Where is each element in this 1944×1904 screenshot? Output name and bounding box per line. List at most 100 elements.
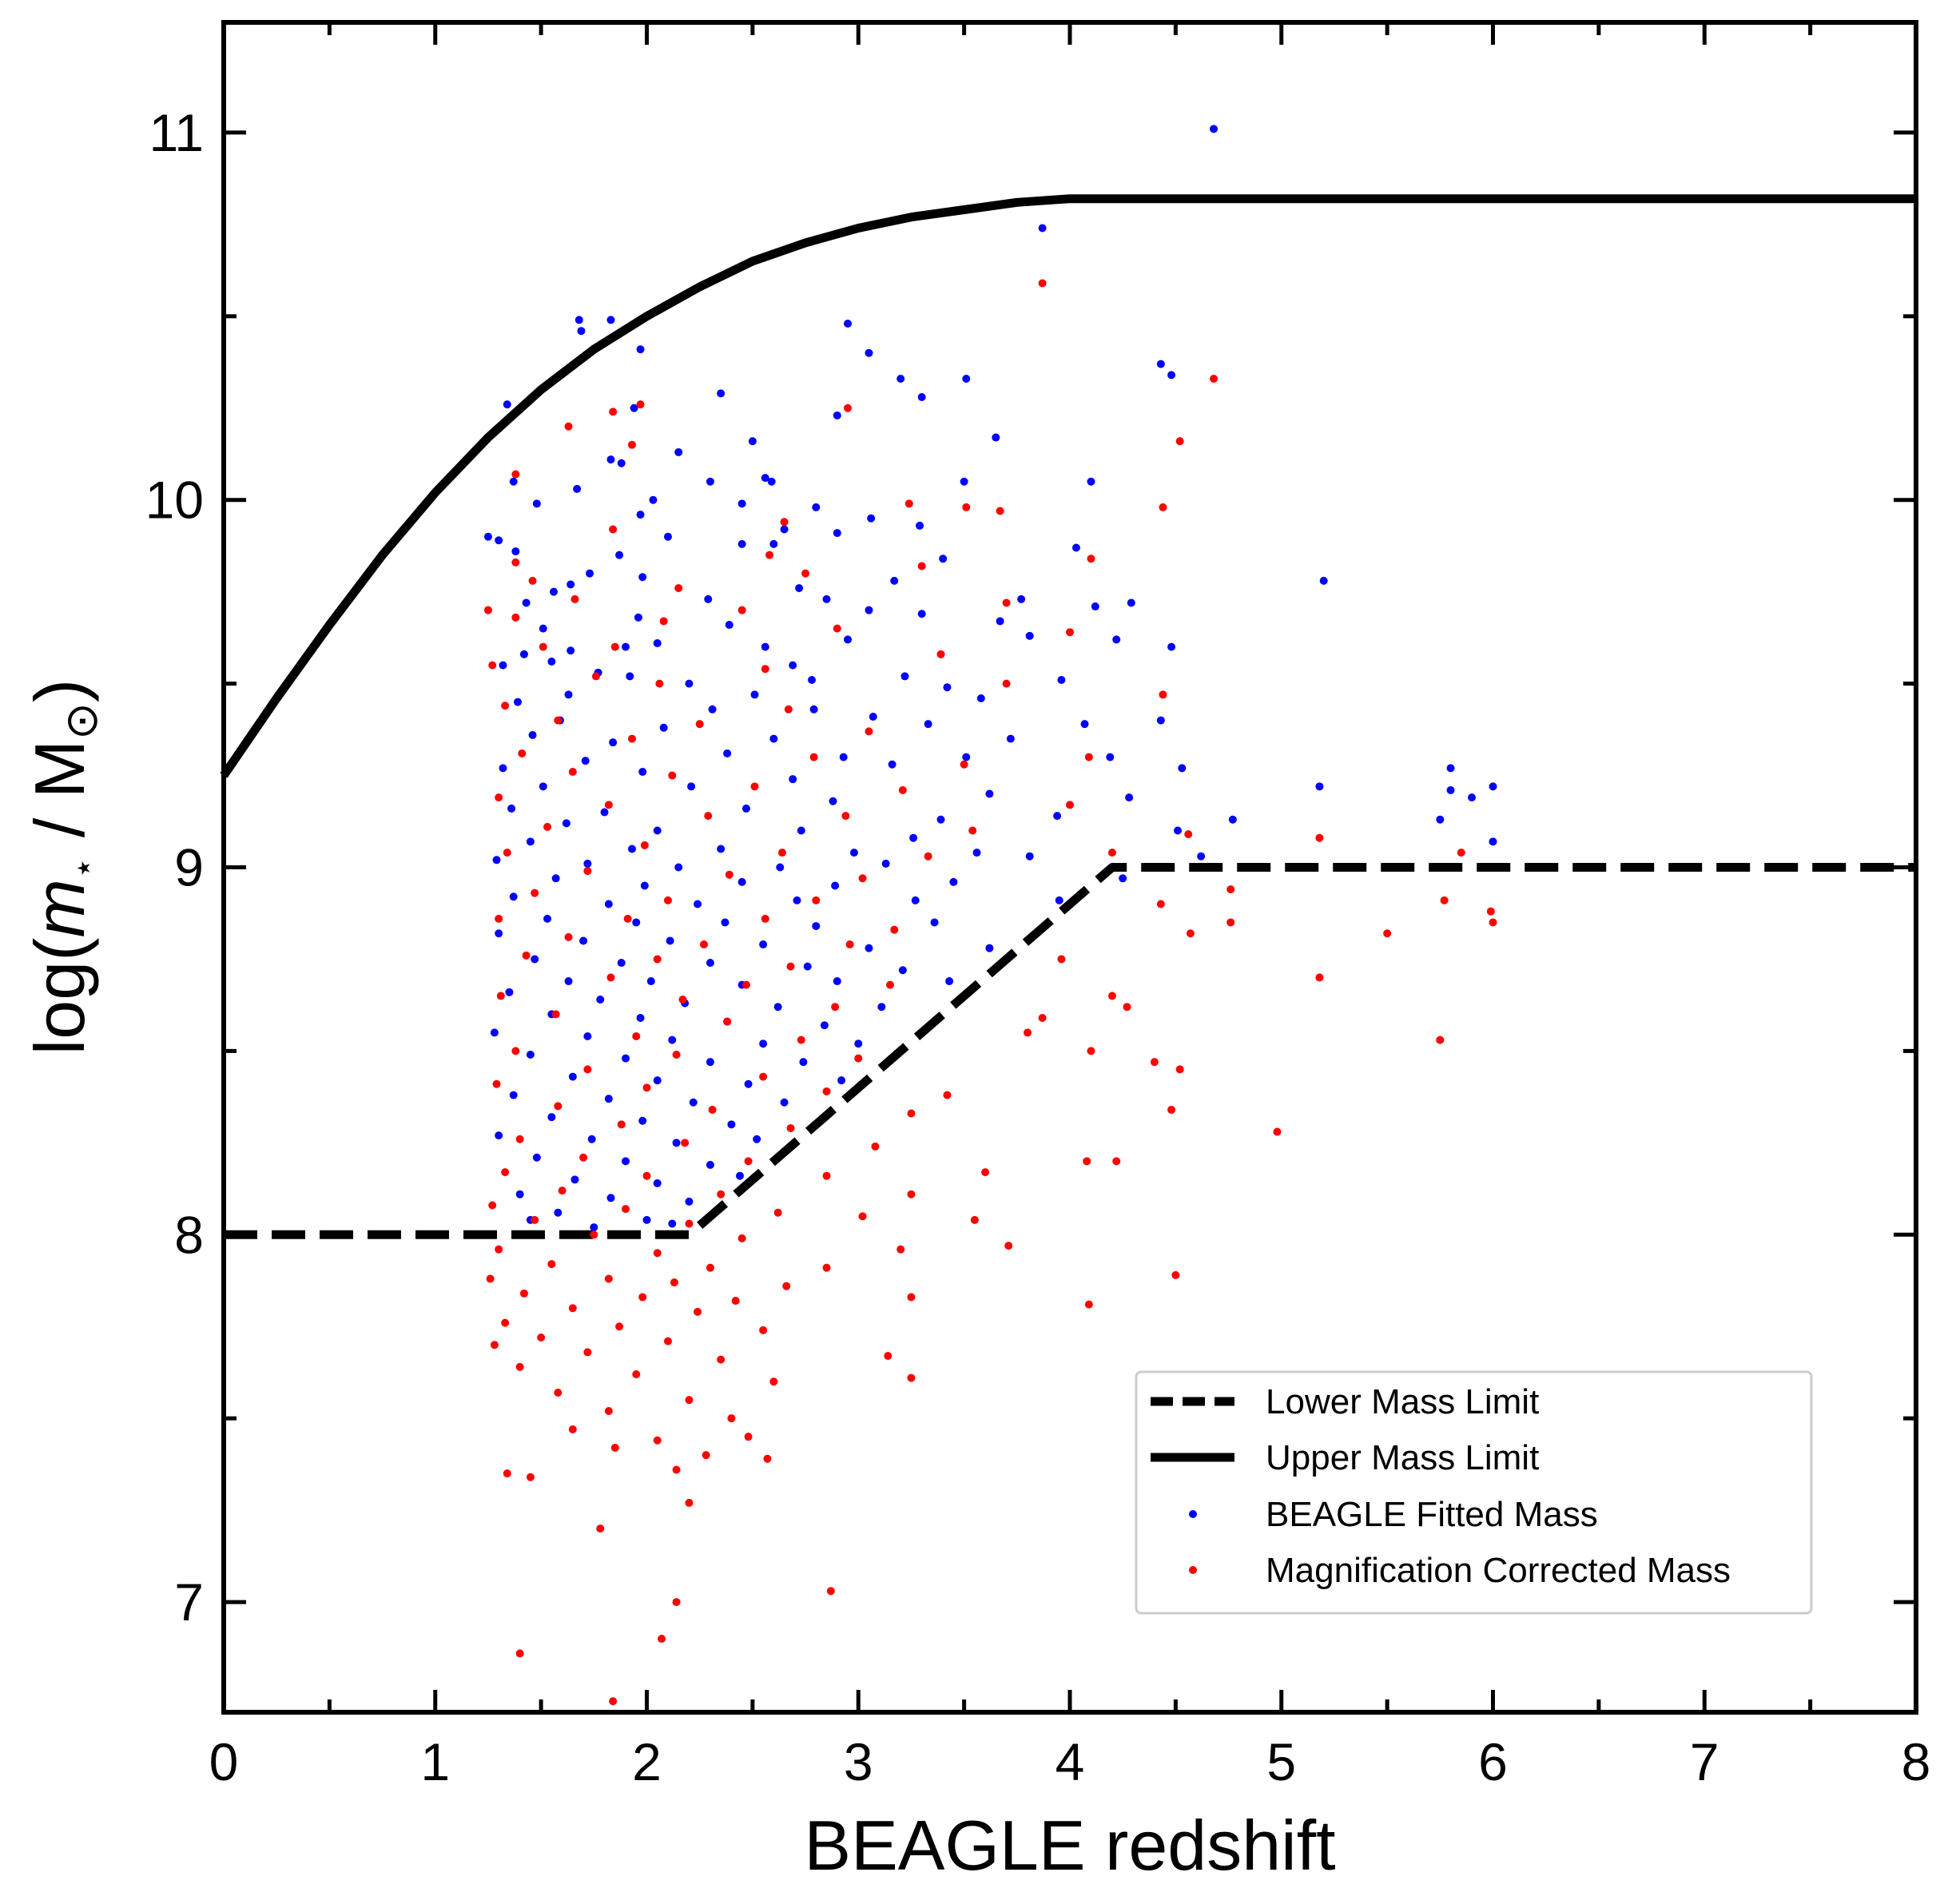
x-tick-label: 4 (1055, 1732, 1085, 1791)
corrected-mass-point (1440, 896, 1449, 904)
corrected-mass-point (1486, 907, 1495, 916)
corrected-mass-point (486, 1274, 495, 1283)
corrected-mass-point (907, 1190, 916, 1198)
corrected-mass-point (777, 849, 786, 857)
corrected-mass-point (981, 1168, 990, 1177)
fitted-mass-point (793, 896, 801, 904)
corrected-mass-point (609, 1697, 618, 1706)
fitted-mass-point (630, 403, 638, 412)
corrected-mass-point (1167, 1105, 1176, 1114)
corrected-mass-point (841, 812, 850, 821)
data-points (483, 125, 1497, 1706)
corrected-mass-point (681, 1139, 690, 1147)
corrected-mass-point (907, 1373, 916, 1382)
fitted-mass-point (653, 1076, 662, 1085)
corrected-mass-point (672, 1465, 681, 1474)
corrected-mass-point (558, 1187, 567, 1195)
fitted-mass-point (1156, 716, 1165, 725)
x-tick-label: 7 (1690, 1732, 1719, 1791)
fitted-mass-point (653, 826, 662, 835)
fitted-mass-point (808, 676, 817, 685)
fitted-mass-point (721, 918, 729, 927)
corrected-mass-point (1273, 1127, 1282, 1136)
corrected-mass-point (551, 1010, 560, 1019)
corrected-mass-point (623, 914, 632, 923)
fitted-mass-point (1080, 720, 1089, 729)
fitted-mass-point (1436, 815, 1445, 824)
fitted-mass-point (799, 1058, 808, 1067)
corrected-mass-point (812, 896, 821, 904)
corrected-mass-point (858, 1212, 867, 1221)
fitted-mass-point (567, 580, 575, 589)
corrected-mass-point (554, 1102, 563, 1111)
fitted-mass-point (495, 1131, 503, 1140)
corrected-mass-point (1184, 830, 1193, 839)
fitted-mass-point (761, 642, 769, 651)
x-tick-label: 6 (1478, 1732, 1508, 1791)
corrected-mass-point (885, 980, 894, 989)
fitted-mass-point (737, 877, 746, 886)
corrected-mass-point (685, 1498, 694, 1507)
corrected-mass-point (884, 1352, 892, 1361)
corrected-mass-point (526, 1473, 535, 1481)
corrected-mass-point (610, 1443, 619, 1452)
fitted-mass-point (570, 1175, 579, 1184)
fitted-mass-point (579, 936, 588, 945)
fitted-mass-point (769, 734, 778, 743)
corrected-mass-point (784, 705, 793, 714)
corrected-mass-point (640, 841, 649, 849)
corrected-mass-point (717, 1355, 726, 1364)
corrected-mass-point (759, 1072, 768, 1081)
fitted-mass-point (554, 1208, 563, 1217)
fitted-mass-point (1017, 594, 1026, 603)
fitted-mass-point (706, 477, 714, 486)
corrected-mass-point (943, 1091, 952, 1099)
fitted-mass-point (483, 532, 492, 541)
fitted-mass-point (577, 327, 586, 336)
y-tick-label: 11 (149, 103, 204, 162)
fitted-mass-point (1057, 676, 1066, 685)
y-tick-label: 10 (145, 471, 204, 530)
corrected-mass-point (627, 440, 636, 449)
corrected-mass-point (1084, 1300, 1093, 1309)
fitted-mass-point (1119, 874, 1127, 883)
fitted-mass-point (507, 804, 516, 813)
corrected-mass-point (865, 727, 873, 736)
corrected-mass-point (653, 1436, 662, 1445)
corrected-mass-point (744, 1157, 753, 1166)
corrected-mass-point (604, 1274, 613, 1283)
corrected-mass-point (1489, 918, 1497, 927)
corrected-mass-point (717, 1190, 726, 1198)
fitted-mass-point (1468, 793, 1477, 802)
fitted-mass-point (1127, 598, 1135, 607)
corrected-mass-point (844, 403, 853, 412)
fitted-mass-point (617, 459, 626, 467)
fitted-mass-point (767, 477, 776, 486)
x-tick-label: 5 (1266, 1732, 1296, 1791)
corrected-mass-point (1087, 555, 1095, 563)
corrected-mass-point (786, 962, 795, 971)
corrected-mass-point (708, 1105, 717, 1114)
fitted-mass-point (723, 749, 732, 757)
fitted-mass-point (581, 757, 590, 765)
fitted-mass-point (590, 1223, 598, 1232)
fitted-mass-point (499, 661, 507, 670)
fitted-mass-point (1210, 125, 1218, 133)
fitted-mass-point (596, 996, 605, 1004)
corrected-mass-point (503, 1469, 511, 1478)
fitted-mass-point (528, 730, 537, 739)
fitted-mass-point (685, 679, 694, 688)
fitted-mass-point (865, 348, 873, 357)
corrected-mass-point (685, 1219, 694, 1228)
fitted-mass-point (1446, 764, 1455, 773)
corrected-mass-point (1004, 1242, 1013, 1250)
fitted-mass-point (776, 863, 785, 872)
fitted-mass-point (1087, 477, 1095, 486)
fitted-mass-point (543, 914, 552, 923)
corrected-mass-point (759, 1326, 768, 1334)
corrected-mass-point (642, 1083, 651, 1092)
fitted-mass-point (600, 808, 609, 817)
fitted-mass-point (917, 610, 926, 618)
corrected-mass-point (1123, 1003, 1131, 1012)
y-tick-label: 9 (174, 838, 204, 897)
